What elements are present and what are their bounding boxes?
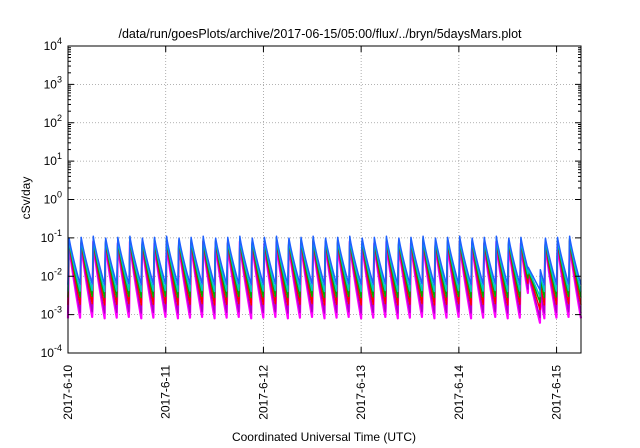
x-tick-label: 2017-6-13 bbox=[354, 365, 368, 420]
series-line-2 bbox=[67, 239, 582, 319]
x-tick-label: 2017-6-12 bbox=[256, 365, 270, 420]
y-tick-label: 100 bbox=[44, 190, 62, 207]
y-tick-label: 102 bbox=[44, 113, 62, 130]
y-tick-label: 10-1 bbox=[41, 228, 62, 245]
x-tick-label: 2017-6-14 bbox=[452, 365, 466, 420]
x-axis-ticks: 2017-6-10 2017-6-11 2017-6-12 2017-6-13 2017… bbox=[61, 46, 564, 420]
series-lines bbox=[66, 235, 583, 324]
series-line-3 bbox=[67, 238, 582, 311]
y-tick-label: 101 bbox=[44, 151, 62, 168]
x-tick-label: 2017-6-15 bbox=[550, 365, 564, 420]
y-tick-label: 104 bbox=[44, 36, 62, 53]
y-tick-label: 10-4 bbox=[41, 343, 62, 360]
y-tick-label: 10-3 bbox=[41, 305, 62, 322]
chart-title: /data/run/goesPlots/archive/2017-06-15/0… bbox=[118, 27, 522, 41]
x-tick-label: 2017-6-11 bbox=[159, 365, 173, 419]
y-tick-label: 103 bbox=[44, 74, 62, 91]
series-line-5 bbox=[67, 237, 582, 298]
series-line-6 bbox=[67, 235, 582, 291]
x-axis-label: Coordinated Universal Time (UTC) bbox=[232, 430, 416, 444]
y-axis-ticks: 10-4 10-3 10-2 10-1 100 101 102 103 104 bbox=[41, 36, 581, 360]
y-tick-label: 10-2 bbox=[41, 266, 62, 283]
x-tick-label: 2017-6-10 bbox=[61, 365, 75, 420]
y-axis-label: cSv/day bbox=[19, 177, 33, 220]
